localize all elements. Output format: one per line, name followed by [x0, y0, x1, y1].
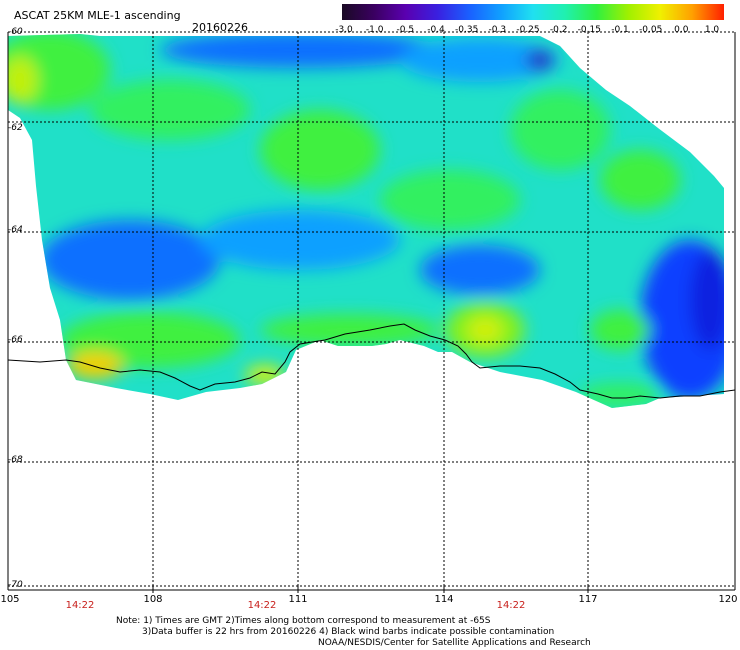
- colorbar-tick-label: 1.0: [704, 25, 720, 35]
- colorbar-tick-label: -3.0: [335, 25, 353, 35]
- lat-label-68: -68: [8, 455, 23, 465]
- colorbar-tick-label: 0.0: [674, 25, 689, 35]
- map-frame: [7, 32, 736, 591]
- colorbar-tick-label: -0.4: [427, 25, 445, 35]
- colorbar-tick-label: -0.3: [488, 25, 507, 35]
- axis-ticks: [152, 586, 589, 593]
- colorbar-tick-label: -0.15: [577, 25, 601, 35]
- note-line-1: Note: 1) Times are GMT 2)Times along bot…: [116, 616, 491, 626]
- time-label: 14:22: [247, 600, 277, 611]
- map-date: 20160226: [192, 21, 248, 34]
- lat-label-66: -66: [8, 335, 23, 345]
- lon-label-114: 114: [434, 594, 454, 605]
- colorbar-tick-label: -0.1: [611, 25, 629, 35]
- lon-label-105: 105: [0, 594, 20, 605]
- lon-label-117: 117: [578, 594, 598, 605]
- lat-label-60: -60: [8, 27, 23, 37]
- coastline: [7, 323, 736, 399]
- lon-label-120: 120: [718, 594, 738, 605]
- lon-label-108: 108: [143, 594, 163, 605]
- colorbar-tick-label: -0.35: [455, 25, 479, 35]
- colorbar-tick-label: -1.0: [365, 25, 384, 35]
- grid-lines: [8, 31, 735, 587]
- time-label: 14:22: [496, 600, 526, 611]
- lat-label-62: -62: [8, 123, 23, 133]
- swath-map: [7, 31, 736, 593]
- note-line-2: 3)Data buffer is 22 hrs from 20160226 4)…: [142, 627, 555, 637]
- colorbar-tick-label: -0.05: [639, 25, 663, 35]
- lon-label-111: 111: [288, 594, 308, 605]
- lat-label-70: -70: [8, 580, 23, 590]
- colorbar-tick-label: -0.2: [549, 25, 568, 35]
- swath-field: [8, 34, 724, 408]
- colorbar-gradient: [342, 4, 724, 20]
- lat-label-64: -64: [8, 225, 23, 235]
- map-title: ASCAT 25KM MLE-1 ascending: [14, 9, 181, 22]
- colorbar-tick-label: -0.5: [396, 25, 415, 35]
- colorbar-labels: -3.0 -1.0 -0.5 -0.4 -0.35 -0.3 -0.25 -0.2 -0.15-…: [326, 25, 740, 39]
- colorbar-tick-label: -0.25: [516, 25, 540, 35]
- note-line-3: NOAA/NESDIS/Center for Satellite Applica…: [318, 638, 591, 648]
- colorbar: [342, 4, 724, 20]
- time-label: 14:22: [65, 600, 95, 611]
